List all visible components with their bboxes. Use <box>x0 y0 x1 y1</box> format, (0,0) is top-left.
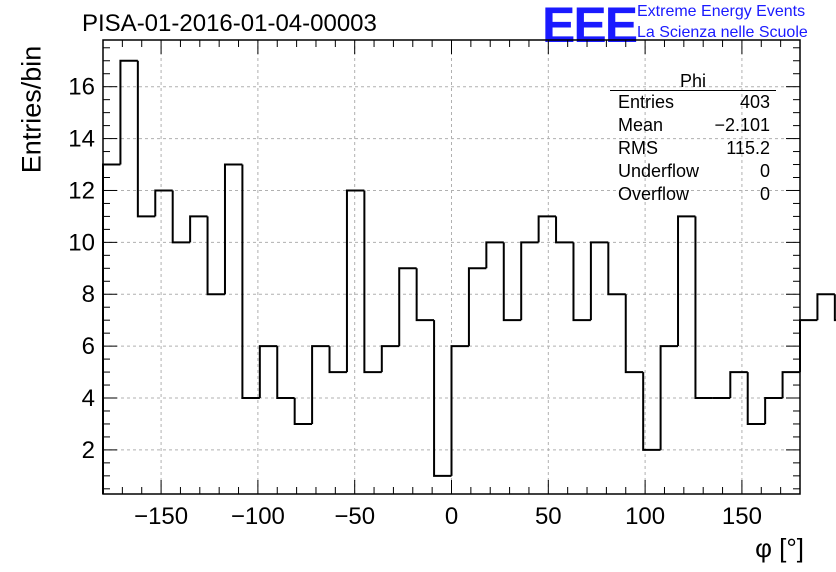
y-tick-label: 8 <box>82 281 95 308</box>
stats-box: Phi Entries 403 Mean −2.101 RMS 115.2 Un… <box>610 72 776 206</box>
histogram-bin <box>433 320 452 477</box>
x-tick-label: 100 <box>625 503 665 530</box>
histogram-bin <box>102 163 121 494</box>
x-axis-label: φ [°] <box>755 533 804 563</box>
histogram-bin <box>450 345 469 476</box>
eee-logo: EEE <box>542 0 638 53</box>
x-tick-label: 150 <box>722 503 762 530</box>
y-axis-label: Entries/bin <box>16 45 47 174</box>
stats-value: −2.101 <box>714 115 770 135</box>
histogram-bin <box>502 242 522 322</box>
y-tick-label: 12 <box>68 177 95 204</box>
histogram-bin <box>607 242 626 296</box>
stats-row: Mean −2.101 <box>610 114 776 137</box>
stats-label: Overflow <box>618 184 690 204</box>
histogram-bin <box>398 267 417 347</box>
histogram-bin <box>258 345 278 399</box>
histogram-bin <box>467 267 487 347</box>
stats-row: RMS 115.2 <box>610 137 776 160</box>
y-tick-label: 2 <box>82 437 95 464</box>
histogram-bin <box>694 216 713 400</box>
stats-label: Mean <box>618 115 664 135</box>
histogram-bin <box>171 190 191 244</box>
histogram-bin <box>642 372 661 451</box>
histogram-bin <box>293 398 313 425</box>
histogram-bin <box>189 215 208 243</box>
histogram-bin <box>799 319 818 373</box>
stats-label: Entries <box>618 92 675 112</box>
x-tick-label: 0 <box>445 503 458 530</box>
logo-subtitle-1: Extreme Energy Events <box>637 3 806 20</box>
histogram-bin <box>241 164 260 400</box>
histogram-bin <box>520 241 539 321</box>
histogram-bin <box>555 216 574 244</box>
stats-title: Phi <box>610 72 776 91</box>
x-tick-label: −100 <box>231 503 285 530</box>
histogram-bin <box>485 241 504 269</box>
histogram-bin <box>136 60 156 218</box>
stats-row: Overflow 0 <box>610 183 776 206</box>
histogram-bin <box>746 372 766 425</box>
histogram-bin <box>154 189 173 217</box>
chart-title: PISA-01-2016-01-04-00003 <box>82 10 377 37</box>
stats-row: Underflow 0 <box>610 160 776 183</box>
histogram-bin <box>537 215 557 243</box>
y-tick-label: 4 <box>82 385 95 412</box>
histogram-bin <box>206 216 225 296</box>
histogram-bin <box>363 190 382 374</box>
y-tick-label: 14 <box>68 126 95 153</box>
histogram-bin <box>764 397 783 424</box>
histogram-bin <box>119 59 138 165</box>
y-tick-label: 6 <box>82 333 95 360</box>
x-tick-label: −50 <box>334 503 375 530</box>
y-tick-label: 10 <box>68 229 95 256</box>
histogram-bin <box>833 294 836 322</box>
histogram-bin <box>223 163 243 295</box>
histogram-bin <box>415 268 435 322</box>
stats-value: 0 <box>759 184 770 204</box>
y-tick-label: 16 <box>68 74 95 101</box>
stats-value: 403 <box>739 92 770 112</box>
histogram-bin <box>572 242 591 322</box>
histogram-bin <box>345 189 365 373</box>
stats-value: 0 <box>759 161 770 181</box>
histogram-bin <box>276 346 295 400</box>
histogram-bin <box>311 345 330 424</box>
stats-row: Entries 403 <box>610 91 776 114</box>
stats-value: 115.2 <box>726 138 770 158</box>
logo-subtitle-2: La Scienza nelle Scuole <box>637 24 808 41</box>
stats-label: Underflow <box>618 161 700 181</box>
stats-label: RMS <box>618 138 658 158</box>
histogram-bin <box>624 294 644 374</box>
histogram-bin <box>589 241 609 321</box>
histogram-bin <box>380 345 400 373</box>
histogram-bin <box>659 345 679 450</box>
histogram-bin <box>328 346 347 374</box>
x-tick-label: 50 <box>535 503 562 530</box>
histogram-bin <box>729 371 748 399</box>
x-tick-label: −150 <box>134 503 188 530</box>
histogram-bin <box>816 293 835 321</box>
histogram-bin <box>677 215 696 347</box>
